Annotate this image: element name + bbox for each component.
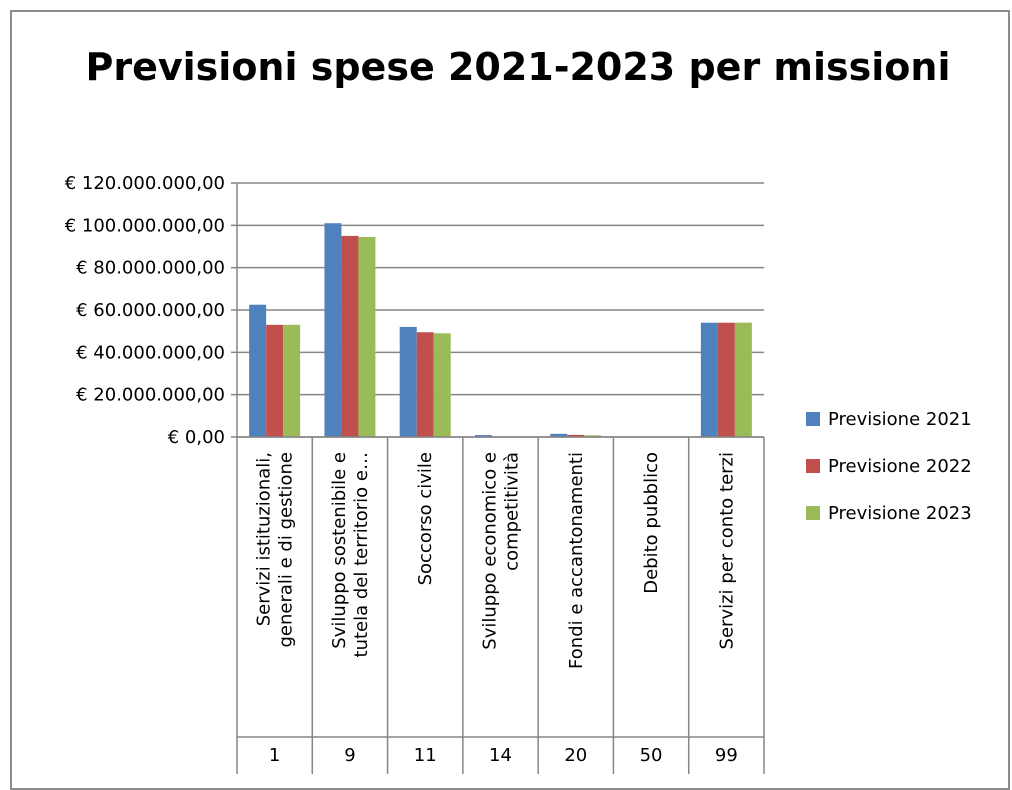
gridlines bbox=[237, 182, 764, 438]
legend-label: Previsione 2023 bbox=[828, 503, 972, 524]
category-code: 20 bbox=[564, 745, 587, 766]
chart-title: Previsioni spese 2021-2023 per missioni bbox=[86, 45, 951, 89]
y-tick-label: € 40.000.000,00 bbox=[76, 342, 225, 363]
legend-label: Previsione 2022 bbox=[828, 456, 972, 477]
bar bbox=[399, 326, 417, 437]
category-label: Soccorso civile bbox=[415, 452, 436, 585]
category-label: Debito pubblico bbox=[641, 452, 662, 594]
bar bbox=[584, 435, 602, 437]
y-tick-label: € 0,00 bbox=[168, 427, 225, 448]
category-code: 99 bbox=[715, 745, 738, 766]
bar bbox=[717, 322, 735, 437]
category-code: 14 bbox=[489, 745, 512, 766]
category-label: Servizi istituzionali, bbox=[254, 452, 275, 626]
bar bbox=[249, 304, 267, 437]
y-tick-label: € 100.000.000,00 bbox=[65, 215, 225, 236]
category-label: Sviluppo economico e bbox=[480, 452, 501, 650]
bar bbox=[567, 434, 585, 437]
y-tick-label: € 60.000.000,00 bbox=[76, 300, 225, 321]
bar bbox=[416, 332, 434, 437]
category-code: 9 bbox=[344, 745, 355, 766]
y-tick-label: € 120.000.000,00 bbox=[65, 173, 225, 194]
bar bbox=[358, 236, 376, 437]
legend-label: Previsione 2021 bbox=[828, 409, 972, 430]
bar bbox=[734, 322, 752, 437]
x-axis: Servizi istituzionali, generali e di gest… bbox=[236, 436, 765, 774]
category-label: Servizi per conto terzi bbox=[716, 452, 737, 649]
category-code: 11 bbox=[414, 745, 437, 766]
y-axis: € 0,00 € 20.000.000,00 € 40.000.000,00 € 60… bbox=[65, 173, 238, 448]
legend-swatch bbox=[806, 506, 820, 520]
bar bbox=[283, 324, 301, 437]
bar bbox=[324, 223, 342, 437]
bar bbox=[266, 324, 284, 437]
bar bbox=[475, 435, 492, 437]
bars bbox=[249, 223, 752, 437]
category-code: 50 bbox=[640, 745, 663, 766]
category-code: 1 bbox=[269, 745, 280, 766]
bar bbox=[341, 235, 359, 437]
category-label: Sviluppo sostenibile e bbox=[329, 452, 350, 649]
legend-swatch bbox=[806, 412, 820, 426]
bar bbox=[700, 322, 718, 437]
legend-swatch bbox=[806, 459, 820, 473]
chart-frame bbox=[10, 10, 1010, 790]
category-label: generali e di gestione bbox=[276, 452, 297, 648]
y-tick-label: € 20.000.000,00 bbox=[76, 385, 225, 406]
category-label: competitività bbox=[502, 452, 523, 571]
category-label: tutela del territorio e… bbox=[351, 452, 372, 657]
bar bbox=[550, 433, 568, 437]
category-label: Fondi e accantonamenti bbox=[566, 452, 587, 669]
y-tick-label: € 80.000.000,00 bbox=[76, 258, 225, 279]
legend: Previsione 2021 Previsione 2022 Previsione… bbox=[806, 409, 972, 524]
bar-chart: Previsioni spese 2021-2023 per missioni … bbox=[65, 45, 972, 774]
bar bbox=[433, 333, 451, 437]
